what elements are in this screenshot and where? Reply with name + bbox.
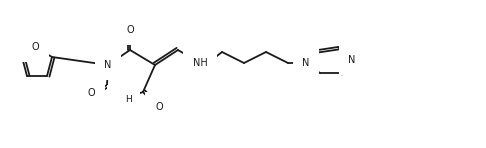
- Text: N: N: [104, 60, 112, 70]
- Text: N: N: [302, 58, 310, 68]
- Text: N: N: [116, 95, 124, 105]
- Text: O: O: [31, 42, 39, 52]
- Text: NH: NH: [192, 58, 208, 68]
- Text: N: N: [348, 55, 356, 65]
- Text: O: O: [155, 102, 163, 112]
- Text: O: O: [126, 25, 134, 35]
- Text: O: O: [87, 88, 95, 98]
- Text: H: H: [124, 95, 131, 104]
